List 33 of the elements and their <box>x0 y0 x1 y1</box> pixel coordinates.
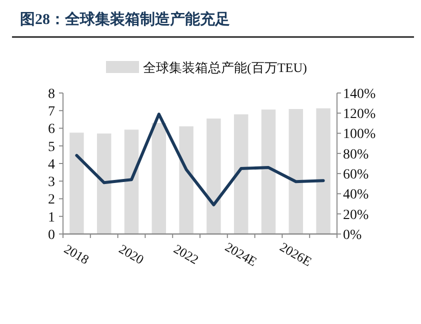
x-tick-label: 2018 <box>62 241 92 268</box>
bar <box>261 110 276 234</box>
legend-label: 全球集装箱总产能(百万TEU) <box>143 60 307 75</box>
bar <box>206 118 221 234</box>
y2-tick-label: 60% <box>343 167 369 182</box>
line-series <box>75 112 325 206</box>
y-tick-label: 5 <box>48 140 55 155</box>
y-tick-label: 4 <box>48 157 55 172</box>
y2-tick-label: 100% <box>343 127 376 142</box>
y-tick-label: 8 <box>48 86 55 102</box>
bar <box>288 109 304 234</box>
y2-tick-label: 0% <box>343 228 362 243</box>
y2-tick-label: 120% <box>343 107 376 122</box>
x-tick-label: 2020 <box>116 241 146 268</box>
y2-tick-label: 140% <box>343 86 376 102</box>
bar <box>234 114 248 234</box>
y2-tick-label: 40% <box>343 188 369 203</box>
bar <box>96 134 112 234</box>
y-tick-label: 6 <box>48 122 55 138</box>
bar <box>70 132 84 234</box>
y-tick-label: 3 <box>48 175 55 190</box>
chart-title: 图28：全球集装箱制造产能充足 <box>20 10 230 28</box>
bar <box>316 108 330 234</box>
y-tick-label: 7 <box>48 104 55 120</box>
y2-tick-label: 20% <box>343 208 369 223</box>
bar <box>124 130 139 234</box>
y-tick-label: 2 <box>48 192 55 208</box>
x-tick-label: 2022 <box>171 241 202 268</box>
y-tick-label: 0 <box>48 228 55 243</box>
bar <box>179 126 194 234</box>
bar <box>152 122 166 234</box>
y2-tick-label: 80% <box>343 147 369 162</box>
y-tick-label: 1 <box>48 210 55 226</box>
